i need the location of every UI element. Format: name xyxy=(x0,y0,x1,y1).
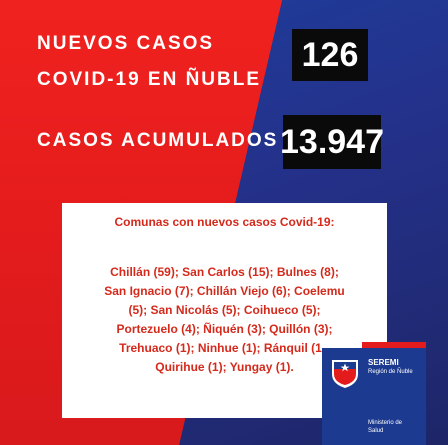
ministry-line-2: Salud xyxy=(368,428,384,434)
ministry-line-1: Ministerio de xyxy=(368,420,403,426)
headline-new-cases: NUEVOS CASOS xyxy=(37,33,215,54)
flag-red-stripe xyxy=(362,342,426,348)
accumulated-cases-count: 13.947 xyxy=(280,115,384,169)
commune-line: Portezuelo (4); Ñiquén (3); Quillón (3); xyxy=(116,322,333,336)
commune-line: Trehuaco (1); Ninhue (1); Ránquil (1); xyxy=(119,341,330,355)
commune-line: San Ignacio (7); Chillán Viejo (6); Coel… xyxy=(104,284,345,298)
headline-covid-nuble: COVID-19 EN ÑUBLE xyxy=(37,69,262,90)
coat-of-arms-icon xyxy=(332,360,358,388)
seremi-title: SEREMI xyxy=(368,358,399,367)
commune-line: Quirihue (1); Yungay (1). xyxy=(155,360,294,374)
headline-accumulated: CASOS ACUMULADOS xyxy=(37,130,279,151)
seremi-region: Región de Ñuble xyxy=(368,369,413,375)
commune-line: (5); San Nicolás (5); Coihueco (5); xyxy=(128,303,321,317)
commune-line: Chillán (59); San Carlos (15); Bulnes (8… xyxy=(110,265,339,279)
communes-title: Comunas con nuevos casos Covid-19: xyxy=(114,215,335,229)
new-cases-count: 126 xyxy=(292,29,368,81)
seremi-logo: SEREMI Región de Ñuble Ministerio de Sal… xyxy=(322,342,426,445)
flag-white-stripe xyxy=(322,342,362,348)
